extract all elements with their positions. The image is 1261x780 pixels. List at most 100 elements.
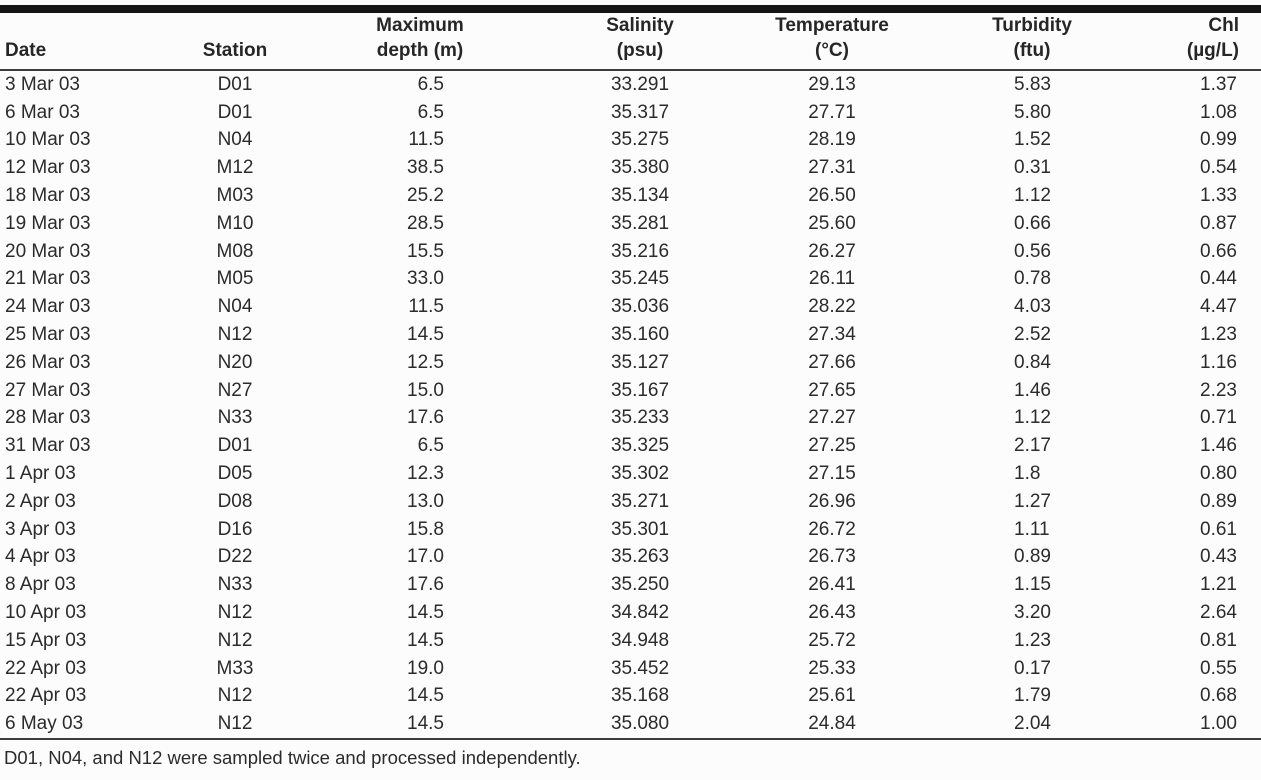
cell-turbidity: 5.83 <box>1014 73 1051 95</box>
cell-date: 19 Mar 03 <box>5 212 91 234</box>
cell-turbidity: 2.52 <box>1014 324 1051 346</box>
table-row: 24 Mar 03 N04 11.5 35.036 28.22 4.03 4.4… <box>0 293 1261 321</box>
cell-temperature: 25.61 <box>808 685 856 707</box>
cell-turbidity: 2.17 <box>1014 435 1051 457</box>
cell-salinity: 35.167 <box>610 379 670 401</box>
cell-date: 26 Mar 03 <box>5 351 91 373</box>
cell-station: N20 <box>217 351 253 373</box>
header-line-2: (psu) <box>616 40 664 61</box>
table-row: 1 Apr 03 D05 12.3 35.302 27.15 1.8 0.80 <box>0 460 1261 488</box>
cell-maximum-depth: 14.5 <box>407 629 444 651</box>
cell-temperature: 27.15 <box>808 463 856 485</box>
cell-temperature: 26.73 <box>808 546 856 568</box>
cell-maximum-depth: 6.5 <box>417 73 444 95</box>
cell-station: D08 <box>217 490 253 512</box>
cell-maximum-depth: 38.5 <box>407 157 444 179</box>
table-row: 3 Mar 03 D01 6.5 33.291 29.13 5.83 1.37 <box>0 70 1261 99</box>
table-row: 26 Mar 03 N20 12.5 35.127 27.66 0.84 1.1… <box>0 349 1261 377</box>
cell-station: N27 <box>217 379 253 401</box>
cell-station: M05 <box>216 268 254 290</box>
cell-salinity: 35.271 <box>610 490 670 512</box>
cell-station: N12 <box>217 713 253 735</box>
cell-chl: 1.08 <box>1200 101 1237 123</box>
header-line-1 <box>5 13 150 38</box>
cell-salinity: 35.168 <box>610 685 670 707</box>
cell-station: N04 <box>217 296 253 318</box>
cell-station: D16 <box>217 518 253 540</box>
cell-maximum-depth: 11.5 <box>408 296 444 318</box>
cell-maximum-depth: 17.0 <box>407 546 444 568</box>
cell-station: M10 <box>216 212 254 234</box>
cell-salinity: 35.317 <box>610 101 670 123</box>
cell-maximum-depth: 6.5 <box>417 435 444 457</box>
header-line-1: Maximum <box>376 15 464 36</box>
cell-turbidity: 0.78 <box>1014 268 1051 290</box>
cell-chl: 0.61 <box>1200 518 1237 540</box>
table-row: 10 Mar 03 N04 11.5 35.275 28.19 1.52 0.9… <box>0 127 1261 155</box>
cell-temperature: 25.60 <box>808 212 856 234</box>
cell-maximum-depth: 14.5 <box>407 324 444 346</box>
header-line-1: Turbidity <box>992 15 1072 36</box>
table-row: 12 Mar 03 M12 38.5 35.380 27.31 0.31 0.5… <box>0 154 1261 182</box>
table-footnote: D01, N04, and N12 were sampled twice and… <box>4 747 581 769</box>
cell-salinity: 35.216 <box>610 240 670 262</box>
cell-turbidity: 2.04 <box>1014 713 1051 735</box>
cell-chl: 1.46 <box>1200 435 1237 457</box>
table-body: 3 Mar 03 D01 6.5 33.291 29.13 5.83 1.37 … <box>0 70 1261 740</box>
cell-maximum-depth: 17.6 <box>407 574 444 596</box>
header-line-2: depth (m) <box>376 40 464 61</box>
cell-date: 20 Mar 03 <box>5 240 91 262</box>
cell-temperature: 25.33 <box>808 657 856 679</box>
cell-maximum-depth: 14.5 <box>407 713 444 735</box>
cell-date: 15 Apr 03 <box>5 629 87 651</box>
cell-station: D01 <box>217 73 253 95</box>
cell-station: D01 <box>217 435 253 457</box>
cell-chl: 1.33 <box>1200 185 1237 207</box>
cell-chl: 0.54 <box>1200 157 1237 179</box>
cell-turbidity: 1.52 <box>1014 129 1051 151</box>
table-row: 6 Mar 03 D01 6.5 35.317 27.71 5.80 1.08 <box>0 99 1261 127</box>
cell-salinity: 35.134 <box>610 185 670 207</box>
cell-chl: 0.43 <box>1200 546 1237 568</box>
column-header-chl: Chl (µg/L) <box>1160 13 1261 71</box>
cell-station: M08 <box>216 240 254 262</box>
cell-date: 27 Mar 03 <box>5 379 91 401</box>
cell-temperature: 26.11 <box>808 268 856 290</box>
cell-turbidity: 0.31 <box>1014 157 1051 179</box>
cell-station: N12 <box>217 685 253 707</box>
cell-maximum-depth: 13.0 <box>407 490 444 512</box>
cell-chl: 1.21 <box>1200 574 1237 596</box>
header-line-2: (µg/L) <box>1186 40 1239 61</box>
cell-temperature: 26.41 <box>808 574 856 596</box>
header-line-1: Temperature <box>775 15 889 36</box>
cell-salinity: 35.263 <box>610 546 670 568</box>
cell-maximum-depth: 17.6 <box>407 407 444 429</box>
table-row: 15 Apr 03 N12 14.5 34.948 25.72 1.23 0.8… <box>0 627 1261 655</box>
header-line-1: Chl <box>1208 15 1239 36</box>
cell-date: 24 Mar 03 <box>5 296 91 318</box>
header-line-1: Salinity <box>606 15 674 36</box>
cell-temperature: 27.65 <box>808 379 856 401</box>
cell-salinity: 35.281 <box>610 212 670 234</box>
cell-salinity: 33.291 <box>610 73 670 95</box>
cell-station: M12 <box>216 157 254 179</box>
cell-maximum-depth: 14.5 <box>407 602 444 624</box>
column-header-temperature: Temperature (°C) <box>760 13 904 71</box>
cell-station: N33 <box>217 574 253 596</box>
cell-chl: 1.16 <box>1200 351 1237 373</box>
header-line-1 <box>150 13 320 38</box>
cell-date: 6 May 03 <box>5 713 84 735</box>
table-row: 4 Apr 03 D22 17.0 35.263 26.73 0.89 0.43 <box>0 544 1261 572</box>
table-row: 3 Apr 03 D16 15.8 35.301 26.72 1.11 0.61 <box>0 516 1261 544</box>
cell-date: 2 Apr 03 <box>5 490 76 512</box>
cell-date: 10 Mar 03 <box>5 129 91 151</box>
cell-station: N12 <box>217 324 253 346</box>
table-row: 18 Mar 03 M03 25.2 35.134 26.50 1.12 1.3… <box>0 182 1261 210</box>
cell-salinity: 35.127 <box>610 351 670 373</box>
cell-temperature: 27.25 <box>808 435 856 457</box>
cell-salinity: 35.302 <box>610 463 670 485</box>
cell-chl: 1.37 <box>1200 73 1237 95</box>
cell-turbidity: 1.15 <box>1014 574 1051 596</box>
cell-date: 21 Mar 03 <box>5 268 91 290</box>
cell-salinity: 35.233 <box>610 407 670 429</box>
